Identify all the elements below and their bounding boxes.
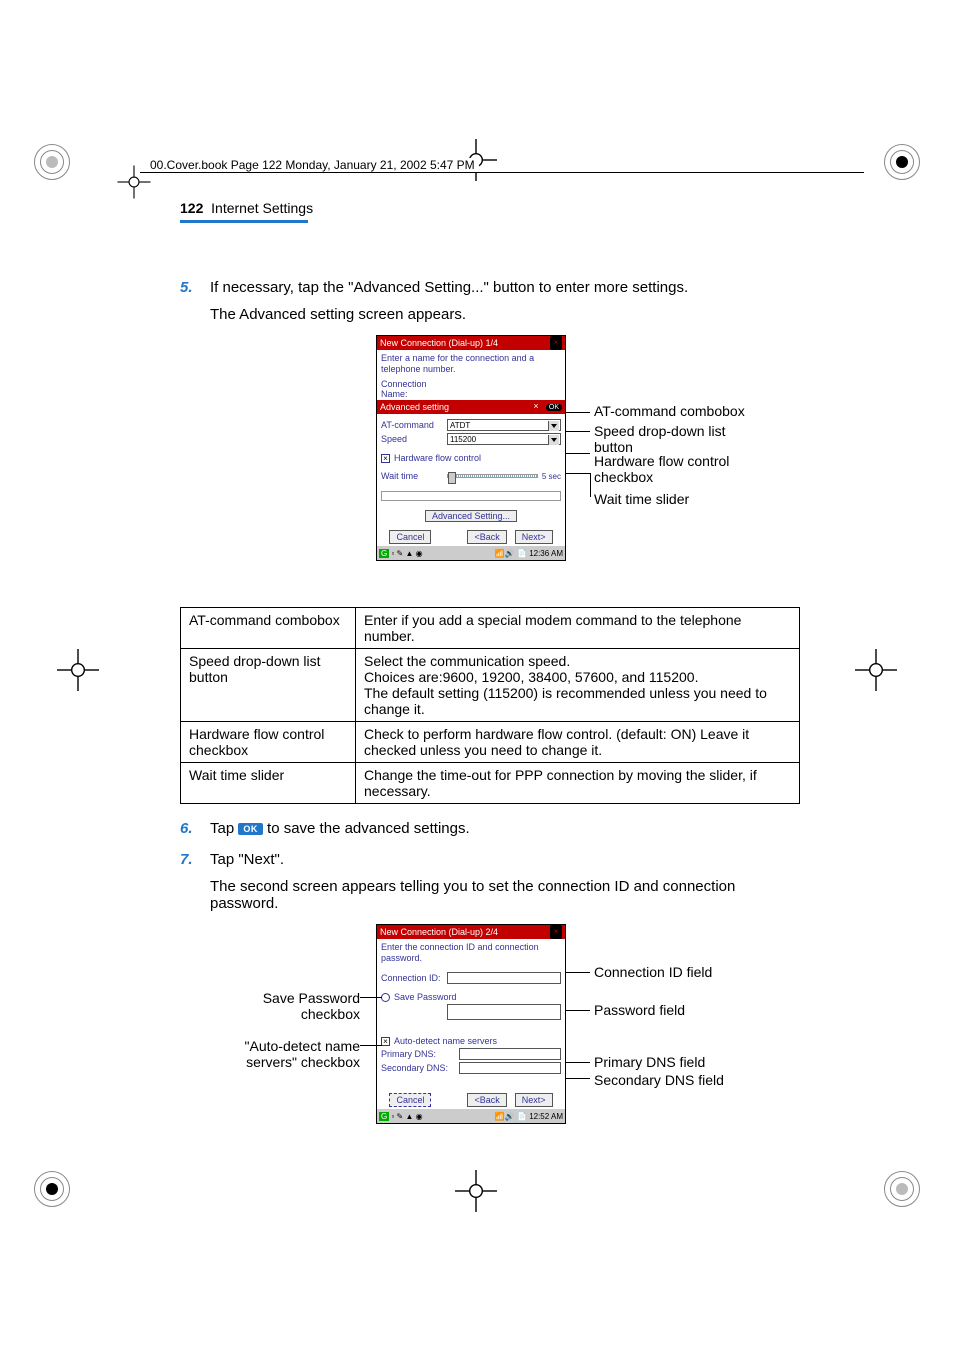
hardware-flow-checkbox[interactable]: × [381,454,390,463]
start-icon[interactable]: G [379,549,389,558]
shot2-instruction: Enter the connection ID and connection p… [377,939,565,967]
cell-at-command-name: AT-command combobox [181,608,356,649]
step-number: 5. [180,279,200,296]
connection-id-label: Connection ID: [381,973,443,983]
callout-auto-detect: "Auto-detect name servers" checkbox [210,1038,360,1070]
at-command-label: AT-command [381,420,443,430]
callout-hw-flow: Hardware flow control checkbox [594,453,764,485]
wait-time-slider[interactable] [447,474,538,478]
step-7-after: The second screen appears telling you to… [210,878,800,912]
password-field[interactable] [447,1004,561,1020]
callout-connection-id: Connection ID field [594,964,712,980]
step-7: 7. Tap "Next". [180,851,800,868]
callout-save-password: Save Password checkbox [210,990,360,1022]
crop-mark [30,140,74,184]
next-button[interactable]: Next> [515,530,553,544]
conn-name-label: Connection Name: [381,379,443,399]
step6-pre: Tap [210,820,238,837]
cell-hw-desc: Check to perform hardware flow control. … [356,722,800,763]
cell-wait-name: Wait time slider [181,763,356,804]
callout-secondary-dns: Secondary DNS field [594,1072,724,1088]
cancel-button[interactable]: Cancel [389,530,431,544]
auto-detect-checkbox[interactable]: × [381,1037,390,1046]
step-5: 5. If necessary, tap the "Advanced Setti… [180,279,800,296]
shot1-instruction: Enter a name for the connection and a te… [377,350,565,378]
step-number: 7. [180,851,200,868]
save-password-checkbox[interactable] [381,993,390,1002]
step-text: Tap "Next". [210,851,800,868]
speed-dropdown[interactable]: 115200 [447,433,561,445]
at-command-combobox[interactable]: ATDT [447,419,561,431]
screenshot-1: New Connection (Dial-up) 1/4 × Enter a n… [376,335,566,561]
cell-wait-desc: Change the time-out for PPP connection b… [356,763,800,804]
registration-cross [455,1170,497,1212]
primary-dns-label: Primary DNS: [381,1049,455,1059]
secondary-dns-field[interactable] [459,1062,561,1074]
cell-speed-name: Speed drop-down list button [181,649,356,722]
hardware-flow-label: Hardware flow control [394,453,481,463]
registration-cross [855,649,897,691]
save-password-label: Save Password [394,992,457,1002]
callout-password: Password field [594,1002,685,1018]
head-rule [180,220,308,223]
page-number: 122 [180,200,203,216]
callout-primary-dns: Primary DNS field [594,1054,705,1070]
step-5-after: The Advanced setting screen appears. [210,306,800,323]
figure-connection-id: New Connection (Dial-up) 2/4 × Enter the… [210,924,800,1162]
header-meta-text: 00.Cover.book Page 122 Monday, January 2… [146,158,479,172]
secondary-dns-label: Secondary DNS: [381,1063,455,1073]
adv-setting-title: Advanced setting [380,400,449,414]
crop-mark [880,1167,924,1211]
next-button[interactable]: Next> [515,1093,553,1107]
connection-id-field[interactable] [447,972,561,984]
table-row: Speed drop-down list button Select the c… [181,649,800,722]
crop-mark [30,1167,74,1211]
back-button[interactable]: <Back [467,530,506,544]
speed-label: Speed [381,434,443,444]
figure-advanced-setting: New Connection (Dial-up) 1/4 × Enter a n… [210,335,800,589]
callout-speed: Speed drop-down list button [594,423,764,455]
table-row: Hardware flow control checkbox Check to … [181,722,800,763]
cell-speed-desc: Select the communication speed. Choices … [356,649,800,722]
start-icon[interactable]: G [379,1112,389,1121]
cell-hw-name: Hardware flow control checkbox [181,722,356,763]
callout-at-command: AT-command combobox [594,403,745,419]
wait-time-label: Wait time [381,471,443,481]
back-button[interactable]: <Back [467,1093,506,1107]
cell-at-command-desc: Enter if you add a special modem command… [356,608,800,649]
step-text: If necessary, tap the "Advanced Setting.… [210,279,800,296]
wait-time-value: 5 sec [542,472,561,481]
primary-dns-field[interactable] [459,1048,561,1060]
step-number: 6. [180,820,200,837]
taskbar-time: 📶🔊 📄 12:36 AM [495,549,563,558]
close-icon[interactable]: × [550,336,562,350]
ok-button[interactable]: OK [546,404,562,411]
shot2-title: New Connection (Dial-up) 2/4 [380,925,498,939]
close-icon[interactable]: × [533,399,543,413]
running-head: 122 Internet Settings [180,200,800,216]
crop-mark [880,140,924,184]
callout-wait-time: Wait time slider [594,491,689,507]
shot1-title: New Connection (Dial-up) 1/4 [380,336,498,350]
cancel-button[interactable]: Cancel [389,1093,431,1107]
auto-detect-label: Auto-detect name servers [394,1036,497,1046]
taskbar-time: 📶🔊 📄 12:52 AM [495,1112,563,1121]
parameters-table: AT-command combobox Enter if you add a s… [180,607,800,804]
table-row: Wait time slider Change the time-out for… [181,763,800,804]
step-6: 6. Tap OK to save the advanced settings. [180,820,800,837]
ok-icon: OK [238,823,263,835]
step6-post: to save the advanced settings. [263,820,470,837]
header-rule [140,172,864,173]
screenshot-2: New Connection (Dial-up) 2/4 × Enter the… [376,924,566,1124]
section-title: Internet Settings [211,200,313,216]
close-icon[interactable]: × [550,925,562,939]
advanced-setting-button[interactable]: Advanced Setting... [425,510,517,522]
registration-cross [57,649,99,691]
table-row: AT-command combobox Enter if you add a s… [181,608,800,649]
